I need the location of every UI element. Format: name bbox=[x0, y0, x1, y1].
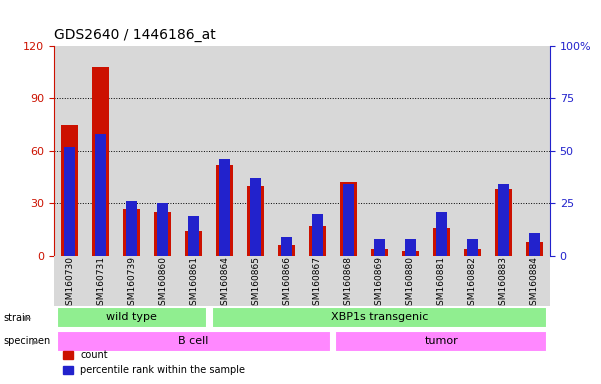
Bar bbox=[374, 239, 385, 256]
Bar bbox=[56, 307, 207, 328]
Bar bbox=[247, 186, 264, 256]
Text: GSM160866: GSM160866 bbox=[282, 256, 291, 311]
Bar bbox=[126, 201, 137, 256]
Bar bbox=[157, 204, 168, 256]
Bar bbox=[250, 178, 261, 256]
Bar bbox=[519, 46, 550, 256]
Bar bbox=[309, 226, 326, 256]
Bar bbox=[154, 212, 171, 256]
Text: GSM160883: GSM160883 bbox=[499, 256, 508, 311]
Text: XBP1s transgenic: XBP1s transgenic bbox=[331, 312, 428, 322]
Bar bbox=[488, 256, 519, 306]
Bar bbox=[529, 233, 540, 256]
Bar bbox=[312, 214, 323, 256]
Text: GSM160867: GSM160867 bbox=[313, 256, 322, 311]
Text: GSM160860: GSM160860 bbox=[158, 256, 167, 311]
Bar bbox=[395, 46, 426, 256]
Text: ►: ► bbox=[24, 313, 31, 323]
Text: GSM160868: GSM160868 bbox=[344, 256, 353, 311]
Bar bbox=[85, 256, 116, 306]
Bar bbox=[64, 147, 75, 256]
Bar bbox=[488, 46, 519, 256]
Bar bbox=[364, 46, 395, 256]
Bar bbox=[371, 249, 388, 256]
Text: GSM160869: GSM160869 bbox=[375, 256, 384, 311]
Bar bbox=[240, 256, 271, 306]
Bar bbox=[302, 46, 333, 256]
Bar bbox=[436, 212, 447, 256]
Bar bbox=[464, 249, 481, 256]
Bar bbox=[92, 67, 109, 256]
Text: GSM160731: GSM160731 bbox=[96, 256, 105, 311]
Bar bbox=[281, 237, 292, 256]
Bar bbox=[209, 46, 240, 256]
Bar bbox=[212, 307, 548, 328]
Bar bbox=[209, 256, 240, 306]
Text: GSM160881: GSM160881 bbox=[437, 256, 446, 311]
Bar bbox=[519, 256, 550, 306]
Text: GSM160739: GSM160739 bbox=[127, 256, 136, 311]
Bar bbox=[271, 46, 302, 256]
Text: GSM160861: GSM160861 bbox=[189, 256, 198, 311]
Bar bbox=[54, 46, 85, 256]
Bar bbox=[343, 184, 354, 256]
Text: specimen: specimen bbox=[3, 336, 50, 346]
Bar bbox=[178, 46, 209, 256]
Text: GSM160882: GSM160882 bbox=[468, 256, 477, 311]
Bar bbox=[340, 182, 357, 256]
Bar bbox=[457, 256, 488, 306]
Bar bbox=[467, 239, 478, 256]
Bar bbox=[116, 256, 147, 306]
Bar bbox=[54, 256, 85, 306]
Bar bbox=[526, 242, 543, 256]
Bar bbox=[178, 256, 209, 306]
Bar bbox=[95, 134, 106, 256]
Bar bbox=[188, 216, 199, 256]
Bar bbox=[333, 256, 364, 306]
Bar bbox=[123, 209, 140, 256]
Bar bbox=[402, 250, 419, 256]
Bar bbox=[271, 256, 302, 306]
Text: strain: strain bbox=[3, 313, 31, 323]
Bar bbox=[56, 331, 331, 352]
Bar bbox=[498, 184, 509, 256]
Text: ►: ► bbox=[32, 336, 40, 346]
Text: wild type: wild type bbox=[106, 312, 157, 322]
Bar bbox=[335, 331, 548, 352]
Bar bbox=[85, 46, 116, 256]
Bar bbox=[216, 165, 233, 256]
Bar bbox=[457, 46, 488, 256]
Text: tumor: tumor bbox=[424, 336, 459, 346]
Text: GDS2640 / 1446186_at: GDS2640 / 1446186_at bbox=[54, 28, 216, 42]
Legend: count, percentile rank within the sample: count, percentile rank within the sample bbox=[59, 346, 249, 379]
Bar bbox=[495, 189, 512, 256]
Bar bbox=[364, 256, 395, 306]
Bar bbox=[395, 256, 426, 306]
Bar bbox=[433, 228, 450, 256]
Bar bbox=[219, 159, 230, 256]
Bar bbox=[405, 239, 416, 256]
Text: B cell: B cell bbox=[178, 336, 209, 346]
Bar bbox=[61, 125, 78, 256]
Bar bbox=[185, 231, 202, 256]
Bar bbox=[116, 46, 147, 256]
Bar bbox=[147, 46, 178, 256]
Text: GSM160865: GSM160865 bbox=[251, 256, 260, 311]
Bar bbox=[147, 256, 178, 306]
Text: GSM160730: GSM160730 bbox=[65, 256, 74, 311]
Text: GSM160880: GSM160880 bbox=[406, 256, 415, 311]
Text: GSM160884: GSM160884 bbox=[530, 256, 539, 311]
Text: GSM160864: GSM160864 bbox=[220, 256, 229, 311]
Bar bbox=[333, 46, 364, 256]
Bar bbox=[278, 245, 295, 256]
Bar bbox=[426, 256, 457, 306]
Bar bbox=[426, 46, 457, 256]
Bar bbox=[302, 256, 333, 306]
Bar bbox=[240, 46, 271, 256]
